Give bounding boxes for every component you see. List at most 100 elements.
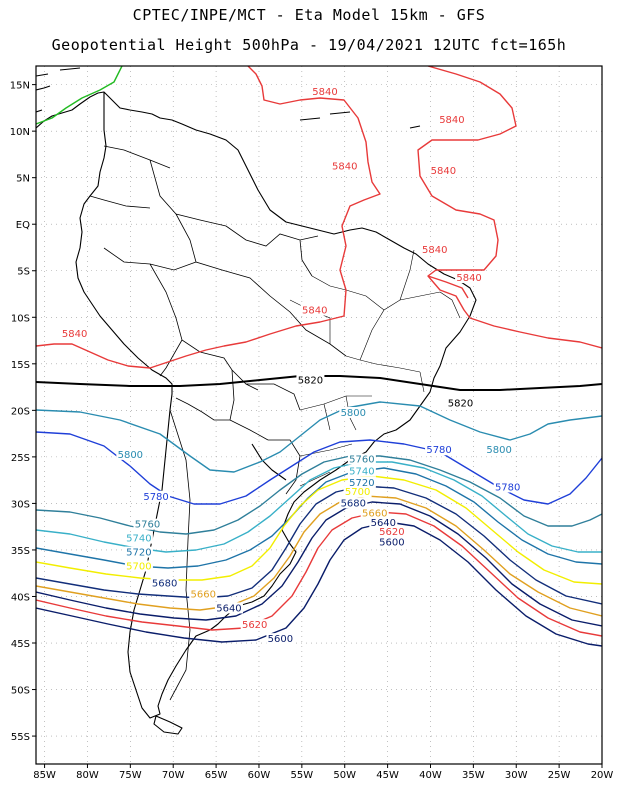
lon-tick-label: 35W xyxy=(462,770,485,781)
lat-tick-label: 5N xyxy=(16,174,30,185)
contour-label-bg xyxy=(425,444,454,456)
contour-label-bg xyxy=(493,481,522,493)
contour-5660 xyxy=(36,495,602,617)
contour-label-bg xyxy=(311,85,340,97)
lon-tick-label: 45W xyxy=(376,770,399,781)
contour-label: 5600 xyxy=(268,634,293,645)
lat-tick-label: EQ xyxy=(16,220,30,231)
contour-label: 5600 xyxy=(379,537,404,548)
contour-label-bg xyxy=(360,507,389,519)
contour-label-bg xyxy=(339,407,368,418)
contour-5680 xyxy=(36,485,602,605)
lat-tick-label: 35S xyxy=(11,546,30,557)
lat-tick-label: 45S xyxy=(11,639,30,650)
lon-tick-label: 50W xyxy=(333,770,356,781)
tierra-del-fuego xyxy=(153,715,183,735)
contour-5640 xyxy=(36,501,602,627)
contour-5620 xyxy=(36,511,602,637)
contour-label-bg xyxy=(369,516,398,528)
contour-labels: 5840 5840 5840 5840 5840 5840 5840 5840 5820 5820… xyxy=(60,85,522,645)
lat-tick-label: 10N xyxy=(10,127,30,138)
map-frame xyxy=(35,65,603,765)
river-estuary xyxy=(251,443,287,481)
contour-label-bg xyxy=(446,397,475,409)
contour-5840-northeast xyxy=(417,66,602,349)
contour-5740 xyxy=(36,461,602,553)
lat-tick-label: 15N xyxy=(10,81,30,92)
contour-label-bg xyxy=(189,588,218,600)
lon-tick-label: 30W xyxy=(505,770,528,781)
contour-label: 5700 xyxy=(345,487,370,498)
contour-label-bg xyxy=(124,560,153,572)
contour-label: 5660 xyxy=(362,509,387,520)
contour-label: 5840 xyxy=(332,161,357,172)
contour-label-bg xyxy=(330,160,359,172)
contour-label: 5680 xyxy=(152,578,177,589)
chart-title: CPTEC/INPE/MCT - Eta Model 15km - GFS xyxy=(132,6,486,24)
coastline xyxy=(36,67,477,735)
contour-label-bg xyxy=(116,448,145,460)
contour-label-bg xyxy=(240,619,269,631)
contour-label: 5620 xyxy=(242,620,267,631)
contour-label-bg xyxy=(142,490,171,502)
contour-5800 xyxy=(36,401,602,473)
contour-label: 5680 xyxy=(341,498,366,509)
contour-label: 5720 xyxy=(349,478,374,489)
south-america-coast xyxy=(75,91,477,719)
contour-label-bg xyxy=(60,327,89,339)
contour-5820 xyxy=(36,375,602,391)
caribbean-islands xyxy=(36,67,421,129)
contour-label: 5760 xyxy=(349,455,374,466)
contour-label-bg xyxy=(124,532,153,544)
lon-tick-label: 65W xyxy=(205,770,228,781)
contour-label-bg xyxy=(296,374,325,386)
contour-label-bg xyxy=(339,497,368,509)
contour-label-bg xyxy=(124,546,153,558)
contour-label: 5820 xyxy=(448,399,473,410)
lat-tick-label: 50S xyxy=(11,686,30,697)
contour-5780 xyxy=(36,431,602,505)
contour-label: 5720 xyxy=(126,548,151,559)
contour-label-bg xyxy=(214,602,243,614)
lat-tick-label: 30S xyxy=(11,499,30,510)
contour-label: 5840 xyxy=(439,115,464,126)
lat-tick-label: 10S xyxy=(11,313,30,324)
lon-tick-label: 75W xyxy=(119,770,142,781)
contour-label: 5700 xyxy=(126,562,151,573)
contour-5840-north xyxy=(36,66,381,369)
lat-tick-label: 15S xyxy=(11,360,30,371)
contour-label: 5840 xyxy=(456,273,481,284)
lat-tick-label: 5S xyxy=(17,267,30,278)
lon-tick-label: 70W xyxy=(162,770,185,781)
contour-label-bg xyxy=(420,244,449,256)
contour-label-bg xyxy=(455,272,484,284)
contour-label-bg xyxy=(437,113,466,125)
lon-tick-label: 80W xyxy=(76,770,99,781)
contour-5600 xyxy=(36,521,602,647)
contour-label: 5660 xyxy=(191,589,216,600)
contour-label: 5840 xyxy=(62,329,87,340)
lat-tick-label: 40S xyxy=(11,592,30,603)
contour-label: 5740 xyxy=(126,534,151,545)
contour-label-bg xyxy=(266,633,295,645)
contour-green xyxy=(36,66,123,125)
contour-label: 5780 xyxy=(143,492,168,503)
contour-label: 5840 xyxy=(431,166,456,177)
lon-tick-label: 85W xyxy=(33,770,56,781)
contour-label: 5640 xyxy=(216,603,241,614)
contour-label-bg xyxy=(429,165,458,177)
contour-label-bg xyxy=(133,518,162,530)
contour-label-bg xyxy=(347,476,376,488)
contour-label-bg xyxy=(485,444,514,456)
contour-label: 5780 xyxy=(495,482,520,493)
contour-5760 xyxy=(36,455,602,535)
lat-tick-label: 55S xyxy=(11,732,30,743)
contour-label-bg xyxy=(347,453,376,465)
graticule xyxy=(36,66,603,764)
lon-tick-label: 20W xyxy=(591,770,614,781)
contour-label-bg xyxy=(377,536,406,548)
contour-label-bg xyxy=(377,526,406,538)
lat-tick-label: 25S xyxy=(11,453,30,464)
contour-label: 5840 xyxy=(302,306,327,317)
